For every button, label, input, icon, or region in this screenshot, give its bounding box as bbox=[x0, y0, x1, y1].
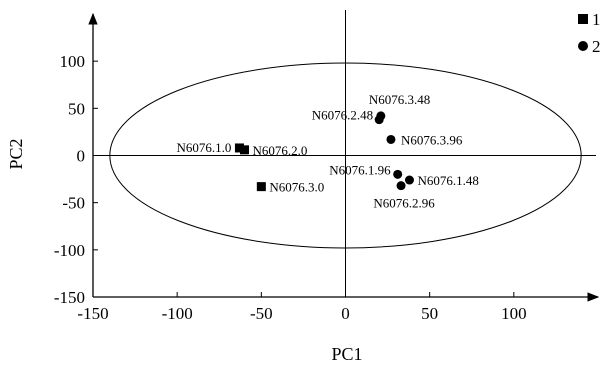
point-label: N6076.2.0 bbox=[253, 143, 308, 158]
points-layer bbox=[234, 111, 414, 192]
tick-layer: -150 -100 -50 0 50 100 -150 -100 -50 0 50 100 bbox=[54, 52, 527, 323]
data-point-square bbox=[234, 143, 244, 153]
y-tick-label: 50 bbox=[68, 99, 85, 118]
confidence-ellipse-layer bbox=[109, 62, 582, 249]
x-tick-label: -150 bbox=[77, 304, 108, 323]
point-labels-layer: N6076.1.0 N6076.2.0N6076.3.0N6076.3.48N60… bbox=[177, 92, 479, 211]
x-tick-label: 50 bbox=[421, 304, 438, 323]
legend-marker-circle bbox=[578, 41, 588, 51]
legend: 12 bbox=[578, 10, 601, 56]
point-label: N6076.2.48 bbox=[312, 108, 373, 123]
point-label: N6076.1.0 bbox=[177, 140, 232, 155]
x-tick-label: -50 bbox=[250, 304, 273, 323]
legend-label: 2 bbox=[592, 37, 601, 56]
y-tick-label: 100 bbox=[60, 52, 86, 71]
x-tick-label: 100 bbox=[501, 304, 527, 323]
data-point-circle bbox=[393, 169, 403, 179]
point-label: N6076.2.96 bbox=[373, 196, 435, 211]
y-axis-title: PC2 bbox=[6, 138, 26, 169]
data-point-square bbox=[256, 182, 266, 192]
data-point-circle bbox=[374, 115, 384, 125]
point-label: N6076.1.96 bbox=[329, 162, 391, 177]
axes bbox=[88, 10, 600, 302]
legend-label: 1 bbox=[592, 10, 601, 29]
y-tick-label: -50 bbox=[62, 194, 85, 213]
confidence-ellipse bbox=[109, 62, 582, 249]
data-point-circle bbox=[386, 134, 396, 144]
point-label: N6076.3.48 bbox=[369, 92, 430, 107]
data-point-circle bbox=[404, 175, 414, 185]
y-tick-label: -150 bbox=[54, 288, 85, 307]
data-point-circle bbox=[396, 181, 406, 191]
point-label: N6076.1.48 bbox=[417, 173, 478, 188]
y-tick-label: 0 bbox=[77, 147, 86, 166]
x-tick-label: 0 bbox=[341, 304, 350, 323]
point-label: N6076.3.96 bbox=[401, 132, 463, 147]
legend-marker-square bbox=[578, 14, 588, 24]
data-point-square bbox=[240, 145, 249, 155]
x-tick-label: -100 bbox=[162, 304, 193, 323]
point-label: N6076.3.0 bbox=[269, 180, 324, 195]
y-tick-label: -100 bbox=[54, 241, 85, 260]
x-axis-title: PC1 bbox=[331, 344, 362, 364]
